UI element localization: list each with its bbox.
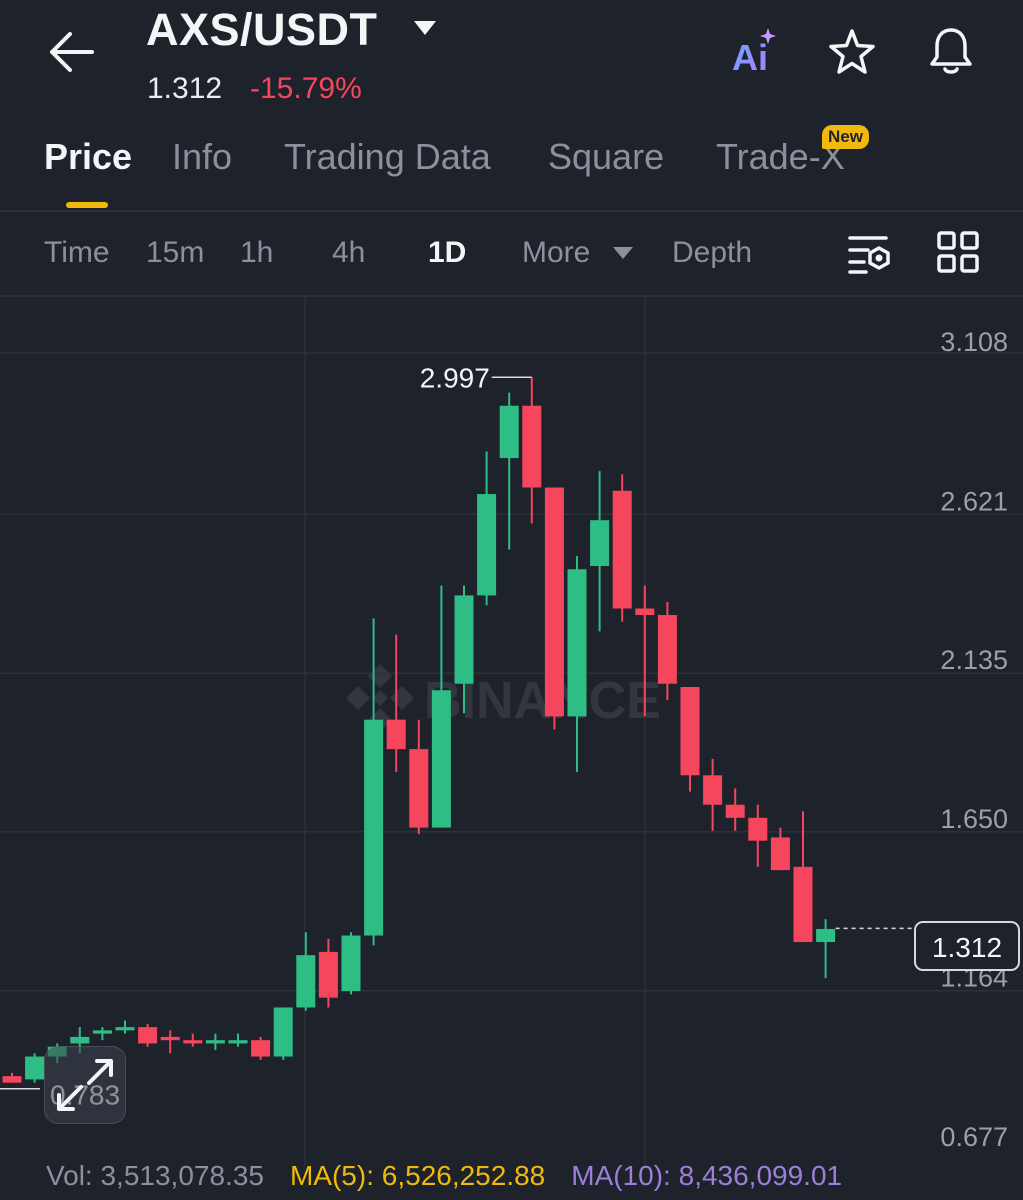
- candle-body: [296, 955, 315, 1007]
- last-price: 1.312: [147, 72, 222, 106]
- candle-body: [274, 1007, 293, 1056]
- chart-settings-icon[interactable]: [846, 232, 894, 276]
- trading-pair-title[interactable]: AXS/USDT: [146, 4, 378, 56]
- candle-body: [658, 615, 677, 684]
- candle-body: [409, 749, 428, 827]
- y-axis-tick-label: 0.677: [940, 1122, 1008, 1152]
- candle-body: [3, 1076, 22, 1083]
- candle-body: [703, 775, 722, 804]
- candle-body: [70, 1037, 89, 1044]
- candle-body: [726, 805, 745, 818]
- candle-body: [794, 867, 813, 942]
- candle-body: [590, 520, 609, 566]
- candle-body: [500, 406, 519, 458]
- bell-notification-icon[interactable]: [924, 24, 978, 78]
- interval-time[interactable]: Time: [44, 236, 110, 270]
- interval-4h[interactable]: 4h: [332, 236, 365, 270]
- more-caret-icon[interactable]: [612, 246, 634, 260]
- candle-body: [25, 1057, 44, 1080]
- candle-body: [364, 720, 383, 936]
- y-axis-tick-label: 1.650: [940, 804, 1008, 834]
- grid-layout-icon[interactable]: [936, 230, 980, 274]
- volume-value: Vol: 3,513,078.35: [46, 1160, 264, 1191]
- y-axis-tick-label: 3.108: [940, 327, 1008, 357]
- candle-body: [635, 609, 654, 616]
- candle-body: [545, 488, 564, 717]
- candle-body: [93, 1030, 112, 1033]
- candle-body: [681, 687, 700, 775]
- current-price-tag: 1.312: [914, 921, 1020, 971]
- volume-row: Vol: 3,513,078.35 MA(5): 6,526,252.88 MA(1…: [46, 1160, 842, 1192]
- candle-body: [477, 494, 496, 595]
- ma10-value: MA(10): 8,436,099.01: [571, 1160, 842, 1191]
- interval-15m[interactable]: 15m: [146, 236, 204, 270]
- candle-body: [387, 720, 406, 749]
- fullscreen-button[interactable]: [44, 1046, 126, 1124]
- candle-body: [771, 837, 790, 870]
- pair-dropdown-caret-icon[interactable]: [412, 18, 438, 38]
- candle-body: [251, 1040, 270, 1056]
- tabs-divider: [0, 210, 1023, 212]
- candle-body: [748, 818, 767, 841]
- candle-body: [229, 1040, 248, 1043]
- tab-trading-data[interactable]: Trading Data: [284, 136, 491, 178]
- ma5-value: MA(5): 6,526,252.88: [290, 1160, 545, 1191]
- y-axis-tick-label: 2.135: [940, 645, 1008, 675]
- tab-info[interactable]: Info: [172, 136, 232, 178]
- interval-depth[interactable]: Depth: [672, 236, 752, 270]
- candle-body: [816, 929, 835, 942]
- candle-body: [613, 491, 632, 609]
- candle-body: [138, 1027, 157, 1043]
- interval-1d[interactable]: 1D: [428, 236, 466, 270]
- star-favorite-icon[interactable]: [826, 26, 878, 78]
- active-tab-indicator: [66, 202, 108, 208]
- candle-body: [455, 595, 474, 683]
- candle-body: [116, 1027, 135, 1030]
- candle-body: [161, 1037, 180, 1040]
- expand-arrows-icon: [45, 1047, 125, 1123]
- tab-square[interactable]: Square: [548, 136, 664, 178]
- back-arrow-icon[interactable]: [46, 30, 96, 74]
- candle-body: [568, 569, 587, 716]
- new-badge: New: [822, 125, 869, 149]
- candle-body: [432, 690, 451, 827]
- y-axis-tick-label: 2.621: [940, 486, 1008, 516]
- interval-1h[interactable]: 1h: [240, 236, 273, 270]
- interval-more[interactable]: More: [522, 236, 590, 270]
- ai-label: Ai: [732, 37, 768, 76]
- candle-body: [522, 406, 541, 488]
- candle-body: [183, 1040, 202, 1043]
- ai-assistant-icon[interactable]: Ai: [730, 26, 780, 76]
- candle-body: [319, 952, 338, 998]
- high-price-label: 2.997: [420, 362, 490, 393]
- price-change-percent: -15.79%: [250, 72, 362, 106]
- tab-price[interactable]: Price: [44, 136, 132, 178]
- candle-body: [342, 936, 361, 992]
- candle-body: [206, 1040, 225, 1043]
